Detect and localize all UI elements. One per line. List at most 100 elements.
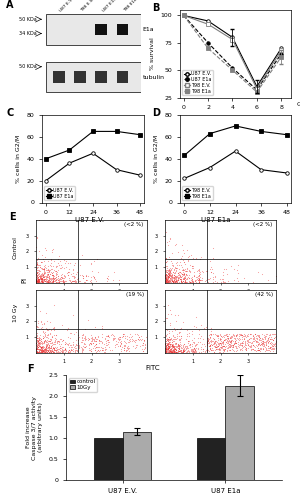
Point bbox=[71, 338, 76, 346]
Point bbox=[186, 347, 190, 355]
Point bbox=[215, 336, 220, 344]
Point bbox=[168, 306, 173, 314]
Point bbox=[82, 334, 87, 342]
Point bbox=[50, 347, 54, 355]
Point bbox=[165, 344, 170, 352]
Point bbox=[61, 348, 66, 356]
Point bbox=[217, 338, 222, 346]
Point bbox=[208, 333, 213, 341]
Point bbox=[35, 337, 40, 345]
Point bbox=[34, 273, 39, 281]
Point bbox=[86, 334, 91, 342]
Point bbox=[37, 338, 41, 345]
Point bbox=[238, 346, 243, 354]
Point bbox=[66, 334, 71, 342]
Point bbox=[211, 254, 215, 262]
Point bbox=[190, 346, 194, 354]
Point bbox=[184, 275, 189, 283]
Point bbox=[208, 330, 213, 338]
Point bbox=[214, 340, 219, 347]
Point bbox=[167, 342, 172, 350]
Point bbox=[167, 276, 171, 283]
Point bbox=[36, 334, 41, 342]
Text: FITC: FITC bbox=[146, 364, 160, 370]
Point bbox=[36, 343, 41, 351]
Point bbox=[54, 346, 58, 354]
Text: 10 Gy: 10 Gy bbox=[13, 304, 17, 322]
Point bbox=[232, 342, 237, 350]
Point bbox=[35, 272, 40, 280]
Point bbox=[36, 335, 41, 343]
Point bbox=[201, 344, 206, 352]
Point bbox=[270, 344, 275, 351]
Point bbox=[209, 346, 214, 354]
Point bbox=[260, 340, 264, 348]
Point bbox=[102, 348, 107, 356]
Point bbox=[56, 266, 61, 274]
Point bbox=[62, 273, 67, 281]
Point bbox=[167, 267, 172, 275]
Point bbox=[219, 339, 224, 347]
Point bbox=[184, 335, 188, 343]
Point bbox=[172, 348, 176, 356]
Point bbox=[63, 340, 68, 348]
Point bbox=[229, 333, 233, 341]
Point bbox=[178, 276, 182, 283]
Point bbox=[41, 264, 46, 272]
Point bbox=[193, 278, 198, 285]
Point bbox=[243, 344, 248, 351]
Point bbox=[80, 251, 84, 259]
Point bbox=[207, 342, 212, 350]
Point bbox=[45, 277, 50, 285]
Point bbox=[68, 276, 72, 283]
Point bbox=[65, 324, 70, 332]
Point bbox=[75, 340, 80, 348]
Point bbox=[240, 337, 245, 345]
Point bbox=[34, 348, 39, 356]
Point bbox=[177, 328, 182, 336]
Point bbox=[93, 275, 98, 283]
Point bbox=[217, 348, 222, 356]
Point bbox=[163, 262, 168, 270]
Point bbox=[122, 344, 127, 352]
Point bbox=[50, 271, 55, 279]
Point bbox=[36, 342, 41, 350]
Point bbox=[238, 342, 243, 349]
Point bbox=[36, 275, 41, 283]
Point bbox=[169, 334, 173, 342]
Point bbox=[220, 340, 225, 347]
Point bbox=[51, 344, 56, 351]
Bar bbox=[94, 438, 123, 480]
Point bbox=[172, 263, 177, 271]
Point bbox=[190, 346, 195, 354]
Point bbox=[171, 343, 176, 351]
Point bbox=[63, 348, 68, 356]
Point bbox=[264, 339, 269, 347]
Point bbox=[221, 348, 226, 356]
Point bbox=[45, 268, 50, 276]
Point bbox=[121, 340, 126, 348]
Point bbox=[174, 278, 179, 286]
Point bbox=[135, 341, 140, 349]
Point bbox=[40, 265, 45, 273]
Legend: U87 E.V., U87 E1a, T98 E.V., T98 E1a: U87 E.V., U87 E1a, T98 E.V., T98 E1a bbox=[182, 70, 213, 95]
Point bbox=[232, 334, 237, 342]
Point bbox=[122, 340, 127, 348]
Point bbox=[166, 342, 171, 349]
Point bbox=[196, 274, 201, 282]
Point bbox=[258, 336, 263, 344]
Point bbox=[264, 330, 269, 338]
Point bbox=[169, 347, 174, 355]
Point bbox=[208, 333, 213, 341]
Point bbox=[197, 271, 202, 279]
Point bbox=[56, 259, 61, 267]
Point bbox=[166, 278, 171, 285]
Point bbox=[50, 277, 54, 285]
Point bbox=[232, 339, 237, 347]
Point bbox=[105, 332, 110, 340]
Point bbox=[69, 343, 74, 351]
Point bbox=[165, 335, 170, 343]
Point bbox=[238, 334, 242, 342]
Point bbox=[271, 346, 275, 354]
Point bbox=[46, 330, 51, 338]
